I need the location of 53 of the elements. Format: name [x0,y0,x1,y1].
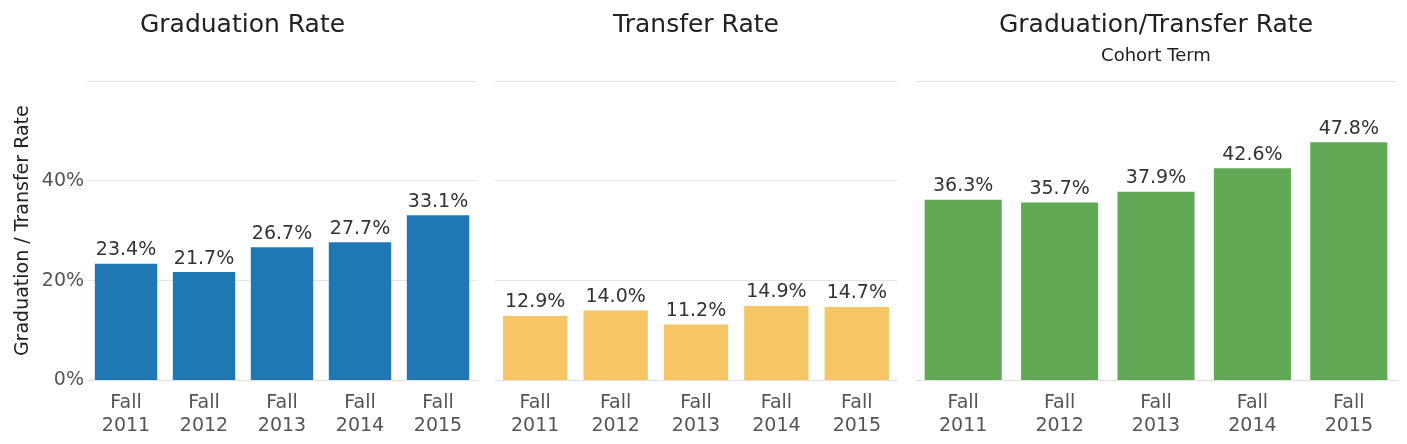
data-label: 35.7% [1029,176,1090,199]
bar [250,247,314,380]
data-label: 21.7% [173,245,235,268]
x-tick-label: Fall 2015 [1324,389,1373,435]
y-tick-label: 40% [41,167,85,190]
data-label: 14.9% [746,279,807,302]
bar [583,310,648,380]
data-label: 36.3% [933,173,994,196]
x-tick-label: Fall 2012 [591,389,640,435]
bar [663,324,729,380]
bar [744,306,809,380]
bar [1213,168,1291,380]
x-tick-label: Fall 2014 [335,389,385,435]
x-tick-label: Fall 2014 [1228,389,1277,435]
bar [503,316,568,380]
bar [924,199,1002,380]
chart-title: Graduation Rate [139,8,346,38]
bar [94,263,158,380]
x-tick-label: Fall 2011 [939,389,988,435]
chart-title: Graduation/Transfer Rate [998,8,1314,38]
chart-subtitle: Cohort Term [1101,44,1211,66]
x-tick-label: Fall 2015 [832,389,881,435]
x-tick-label: Fall 2013 [671,389,721,435]
x-tick-label: Fall 2014 [752,389,801,435]
data-label: 33.1% [407,188,469,211]
bar [328,242,392,380]
bar [1117,191,1195,380]
data-label: 47.8% [1318,115,1379,138]
bar [1310,142,1388,380]
x-tick-label: Fall 2011 [511,389,560,435]
bar [406,215,470,380]
x-tick-label: Fall 2013 [1131,389,1181,435]
y-tick-label: 20% [41,267,85,290]
x-tick-label: Fall 2012 [179,389,229,435]
bar [1021,202,1099,380]
data-label: 14.7% [826,280,887,303]
bar [172,272,236,380]
data-label: 14.0% [585,283,646,306]
y-tick-label: 0% [53,367,85,390]
data-label: 27.7% [329,215,391,238]
data-label: 11.2% [665,297,727,320]
x-tick-label: Fall 2011 [101,389,151,435]
y-axis-title: Graduation / Transfer Rate [10,105,33,357]
data-label: 23.4% [95,237,157,260]
data-label: 26.7% [251,220,313,243]
data-label: 37.9% [1125,165,1187,188]
x-tick-label: Fall 2013 [257,389,307,435]
x-tick-label: Fall 2012 [1035,389,1084,435]
x-tick-label: Fall 2015 [413,389,463,435]
bar [824,307,889,380]
data-label: 42.6% [1222,141,1283,164]
chart-title: Transfer Rate [612,8,779,38]
data-label: 12.9% [505,289,566,312]
